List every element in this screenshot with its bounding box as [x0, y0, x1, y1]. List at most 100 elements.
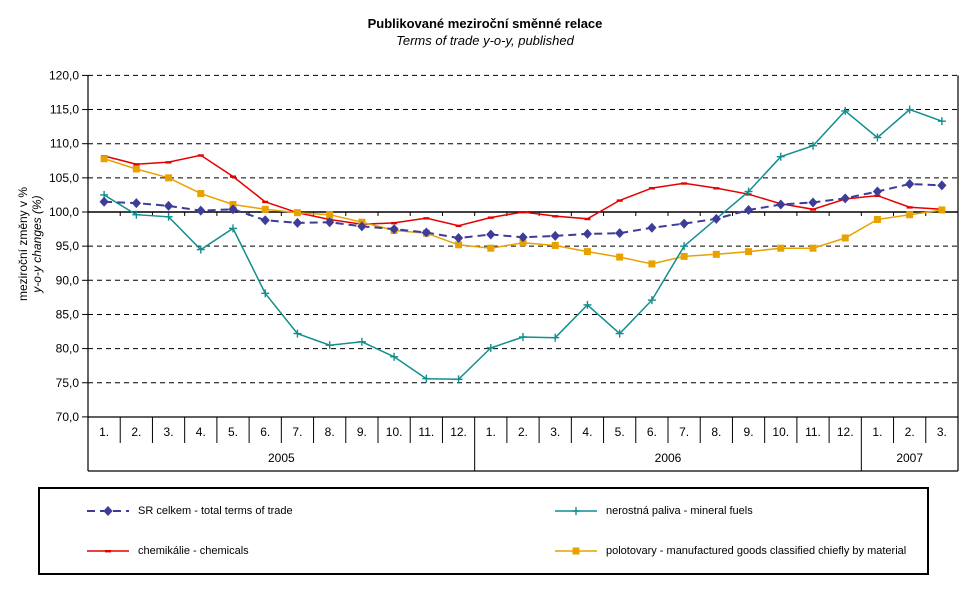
y-tick-label: 75,0 [56, 376, 80, 390]
square-marker [455, 241, 463, 249]
square-marker [572, 547, 580, 555]
square-marker [583, 248, 591, 256]
square-marker [712, 250, 720, 258]
x-month-label: 6. [260, 425, 270, 439]
square-marker [938, 206, 946, 214]
chart-subtitle: Terms of trade y-o-y, published [396, 33, 574, 48]
x-month-label: 3. [937, 425, 947, 439]
legend-marker-dash [87, 550, 129, 553]
legend-item-3: chemikálie - chemicals [87, 545, 555, 557]
diamond-marker [357, 221, 367, 232]
dash-marker [230, 175, 236, 178]
x-month-label: 8. [325, 425, 335, 439]
diamond-marker [582, 228, 593, 239]
x-month-label: 3. [550, 425, 560, 439]
diamond-marker [103, 506, 113, 516]
y-tick-label: 105,0 [49, 171, 79, 185]
diamond-marker [292, 217, 303, 228]
x-month-label: 4. [196, 425, 206, 439]
x-month-label: 11. [418, 425, 434, 439]
x-month-label: 7. [679, 425, 689, 439]
x-month-label: 5. [228, 425, 238, 439]
diamond-marker [486, 229, 496, 240]
x-month-label: 10. [386, 425, 403, 439]
dash-marker [455, 224, 462, 228]
y-tick-label: 90,0 [56, 273, 80, 287]
legend-box: SR celkem - total terms of trade nerostná… [38, 487, 929, 575]
x-month-label: 7. [292, 425, 302, 439]
square-marker [841, 234, 849, 242]
square-marker [132, 165, 140, 173]
diamond-marker [260, 215, 270, 226]
square-marker [616, 253, 624, 261]
x-month-label: 10. [772, 425, 789, 439]
legend-marker-plus [555, 507, 597, 515]
x-month-label: 12. [837, 425, 854, 439]
legend-label: SR celkem - total terms of trade [138, 505, 293, 517]
dash-marker [616, 199, 623, 202]
legend-item-2: nerostná paliva - mineral fuels [555, 505, 927, 517]
legend-label: chemikálie - chemicals [138, 545, 249, 557]
dash-marker [133, 163, 140, 166]
diamond-marker [550, 230, 560, 241]
series-nerostn [100, 105, 946, 384]
x-month-label: 1. [872, 425, 882, 439]
dash-marker [520, 211, 526, 214]
x-month-label: 1. [486, 425, 496, 439]
chart-title: Publikované meziroční směnné relace [367, 16, 603, 31]
dash-marker [423, 217, 430, 220]
series-sr [99, 178, 947, 243]
square-marker [680, 252, 688, 260]
square-marker [261, 205, 269, 213]
x-month-label: 11. [805, 425, 821, 439]
dash-marker [197, 154, 204, 157]
diamond-marker [228, 204, 238, 215]
square-marker [809, 244, 817, 252]
diamond-marker [196, 205, 206, 216]
x-month-label: 5. [615, 425, 625, 439]
y-tick-label: 115,0 [50, 103, 79, 117]
x-month-label: 8. [711, 425, 721, 439]
square-marker [326, 211, 334, 219]
series-polotovary [100, 155, 946, 268]
diamond-marker [776, 199, 786, 210]
diamond-marker [872, 186, 883, 197]
square-marker [551, 241, 559, 249]
dash-marker [165, 161, 172, 164]
legend-item-4: polotovary - manufactured goods classifi… [555, 545, 927, 557]
legend-marker-square [555, 547, 597, 555]
dash-marker [810, 208, 816, 211]
x-month-label: 1. [99, 425, 109, 439]
diamond-marker [325, 217, 335, 228]
x-month-label: 9. [357, 425, 367, 439]
dash-marker [681, 182, 688, 185]
series-line-chemiklie [103, 154, 942, 227]
diamond-marker [615, 228, 625, 239]
dash-marker [906, 206, 913, 209]
square-marker [487, 244, 495, 252]
x-month-label: 3. [164, 425, 174, 439]
series-chemiklie [101, 154, 945, 228]
diamond-marker [808, 197, 818, 208]
square-marker [777, 244, 785, 252]
legend-item-1: SR celkem - total terms of trade [87, 505, 555, 517]
diamond-marker [647, 222, 657, 233]
dash-marker [487, 216, 494, 219]
x-month-label: 4. [582, 425, 592, 439]
diamond-marker [937, 180, 947, 191]
diamond-marker [163, 200, 174, 211]
diamond-marker [453, 232, 464, 243]
dash-marker [552, 215, 559, 218]
square-marker [906, 211, 914, 219]
legend-label: polotovary - manufactured goods classifi… [606, 545, 907, 557]
diamond-marker [99, 196, 109, 207]
square-marker [519, 239, 527, 247]
dash-marker [713, 187, 720, 190]
x-month-label: 9. [744, 425, 754, 439]
x-month-label: 2. [131, 425, 141, 439]
x-month-label: 2. [905, 425, 915, 439]
y-tick-label: 110,0 [50, 137, 79, 151]
x-month-label: 6. [647, 425, 657, 439]
